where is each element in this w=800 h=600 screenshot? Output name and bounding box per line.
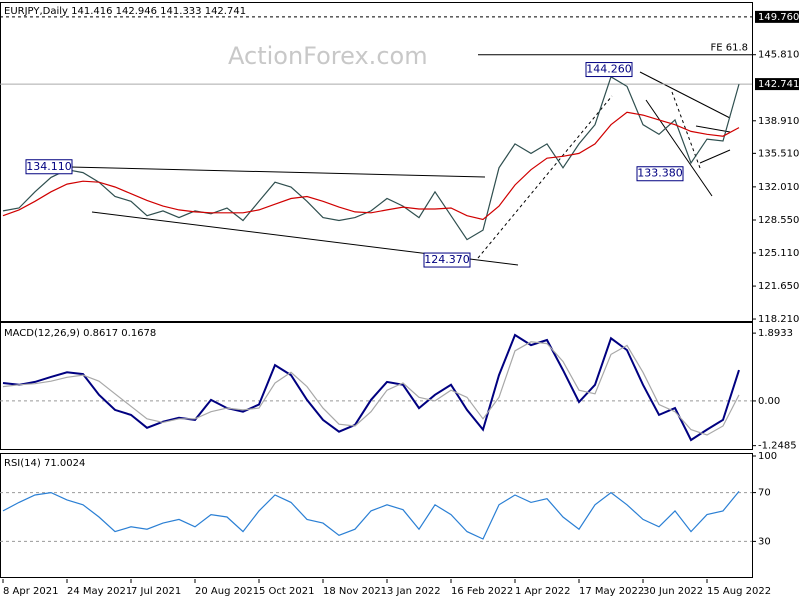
trend-line <box>645 99 713 197</box>
series-line <box>2 333 740 442</box>
annotation-label: 144.260 <box>586 63 632 76</box>
x-tick-label: 3 Jan 2022 <box>387 586 441 597</box>
x-tick-label: 15 Aug 2022 <box>707 586 771 597</box>
annotation-label: 134.110 <box>26 160 72 173</box>
panel-title: MACD(12,26,9) 0.8617 0.1678 <box>4 328 156 339</box>
x-tick-label: 24 May 2021 <box>67 586 132 597</box>
x-tick-label: 5 Oct 2021 <box>259 586 314 597</box>
y-tick-label: 100 <box>758 451 777 462</box>
trend-line <box>639 71 731 119</box>
trend-line <box>69 166 486 178</box>
panel-frame <box>0 322 753 450</box>
fe-label: FE 61.8 <box>710 43 748 54</box>
y-tick-label: 135.510 <box>758 148 799 159</box>
trend-line <box>699 149 731 164</box>
trend-line <box>671 91 701 169</box>
y-tick-label: 132.010 <box>758 182 799 193</box>
chart-title: EURJPY,Daily 141.416 142.946 141.333 142… <box>4 6 246 17</box>
annotation-label: 124.370 <box>424 253 470 266</box>
panel-frame <box>0 453 753 578</box>
watermark: ActionForex.com <box>228 42 428 70</box>
trend-line <box>695 125 731 133</box>
annotation-box <box>636 166 684 182</box>
trend-line <box>477 95 613 259</box>
series-line <box>2 341 740 436</box>
y-tick-label: 30 <box>758 536 771 547</box>
y-tick-label: 145.810 <box>758 50 799 61</box>
x-tick-label: 7 Jul 2021 <box>131 586 181 597</box>
annotation-box <box>25 159 73 175</box>
price-level-label: 142.741 <box>758 79 799 90</box>
y-tick-label: 121.650 <box>758 281 799 292</box>
x-tick-label: 20 Aug 2021 <box>195 586 259 597</box>
series-line <box>2 111 740 221</box>
x-tick-label: 18 Nov 2021 <box>323 586 387 597</box>
annotation-box <box>423 252 471 268</box>
annotation-label: 133.380 <box>637 167 683 180</box>
price-level-box <box>755 10 799 23</box>
series-line <box>2 75 740 241</box>
x-tick-label: 1 Apr 2022 <box>515 586 570 597</box>
y-tick-label: 1.8933 <box>758 328 793 339</box>
y-tick-label: -1.2485 <box>758 441 797 452</box>
y-tick-label: 128.550 <box>758 215 799 226</box>
y-tick-label: 70 <box>758 488 771 499</box>
x-tick-label: 17 May 2022 <box>579 586 644 597</box>
series-line <box>2 491 740 540</box>
annotation-box <box>585 62 633 78</box>
x-tick-label: 8 Apr 2021 <box>3 586 58 597</box>
price-level-label: 149.760 <box>758 12 799 23</box>
y-tick-label: 0.00 <box>758 396 780 407</box>
y-tick-label: 125.110 <box>758 248 799 259</box>
y-tick-label: 138.910 <box>758 116 799 127</box>
panel-title: RSI(14) 71.0024 <box>4 458 85 469</box>
y-tick-label: 118.210 <box>758 314 799 325</box>
x-tick-label: 16 Feb 2022 <box>451 586 513 597</box>
x-tick-label: 30 Jun 2022 <box>643 586 703 597</box>
panel-frame <box>0 2 753 322</box>
price-level-box <box>755 78 799 91</box>
